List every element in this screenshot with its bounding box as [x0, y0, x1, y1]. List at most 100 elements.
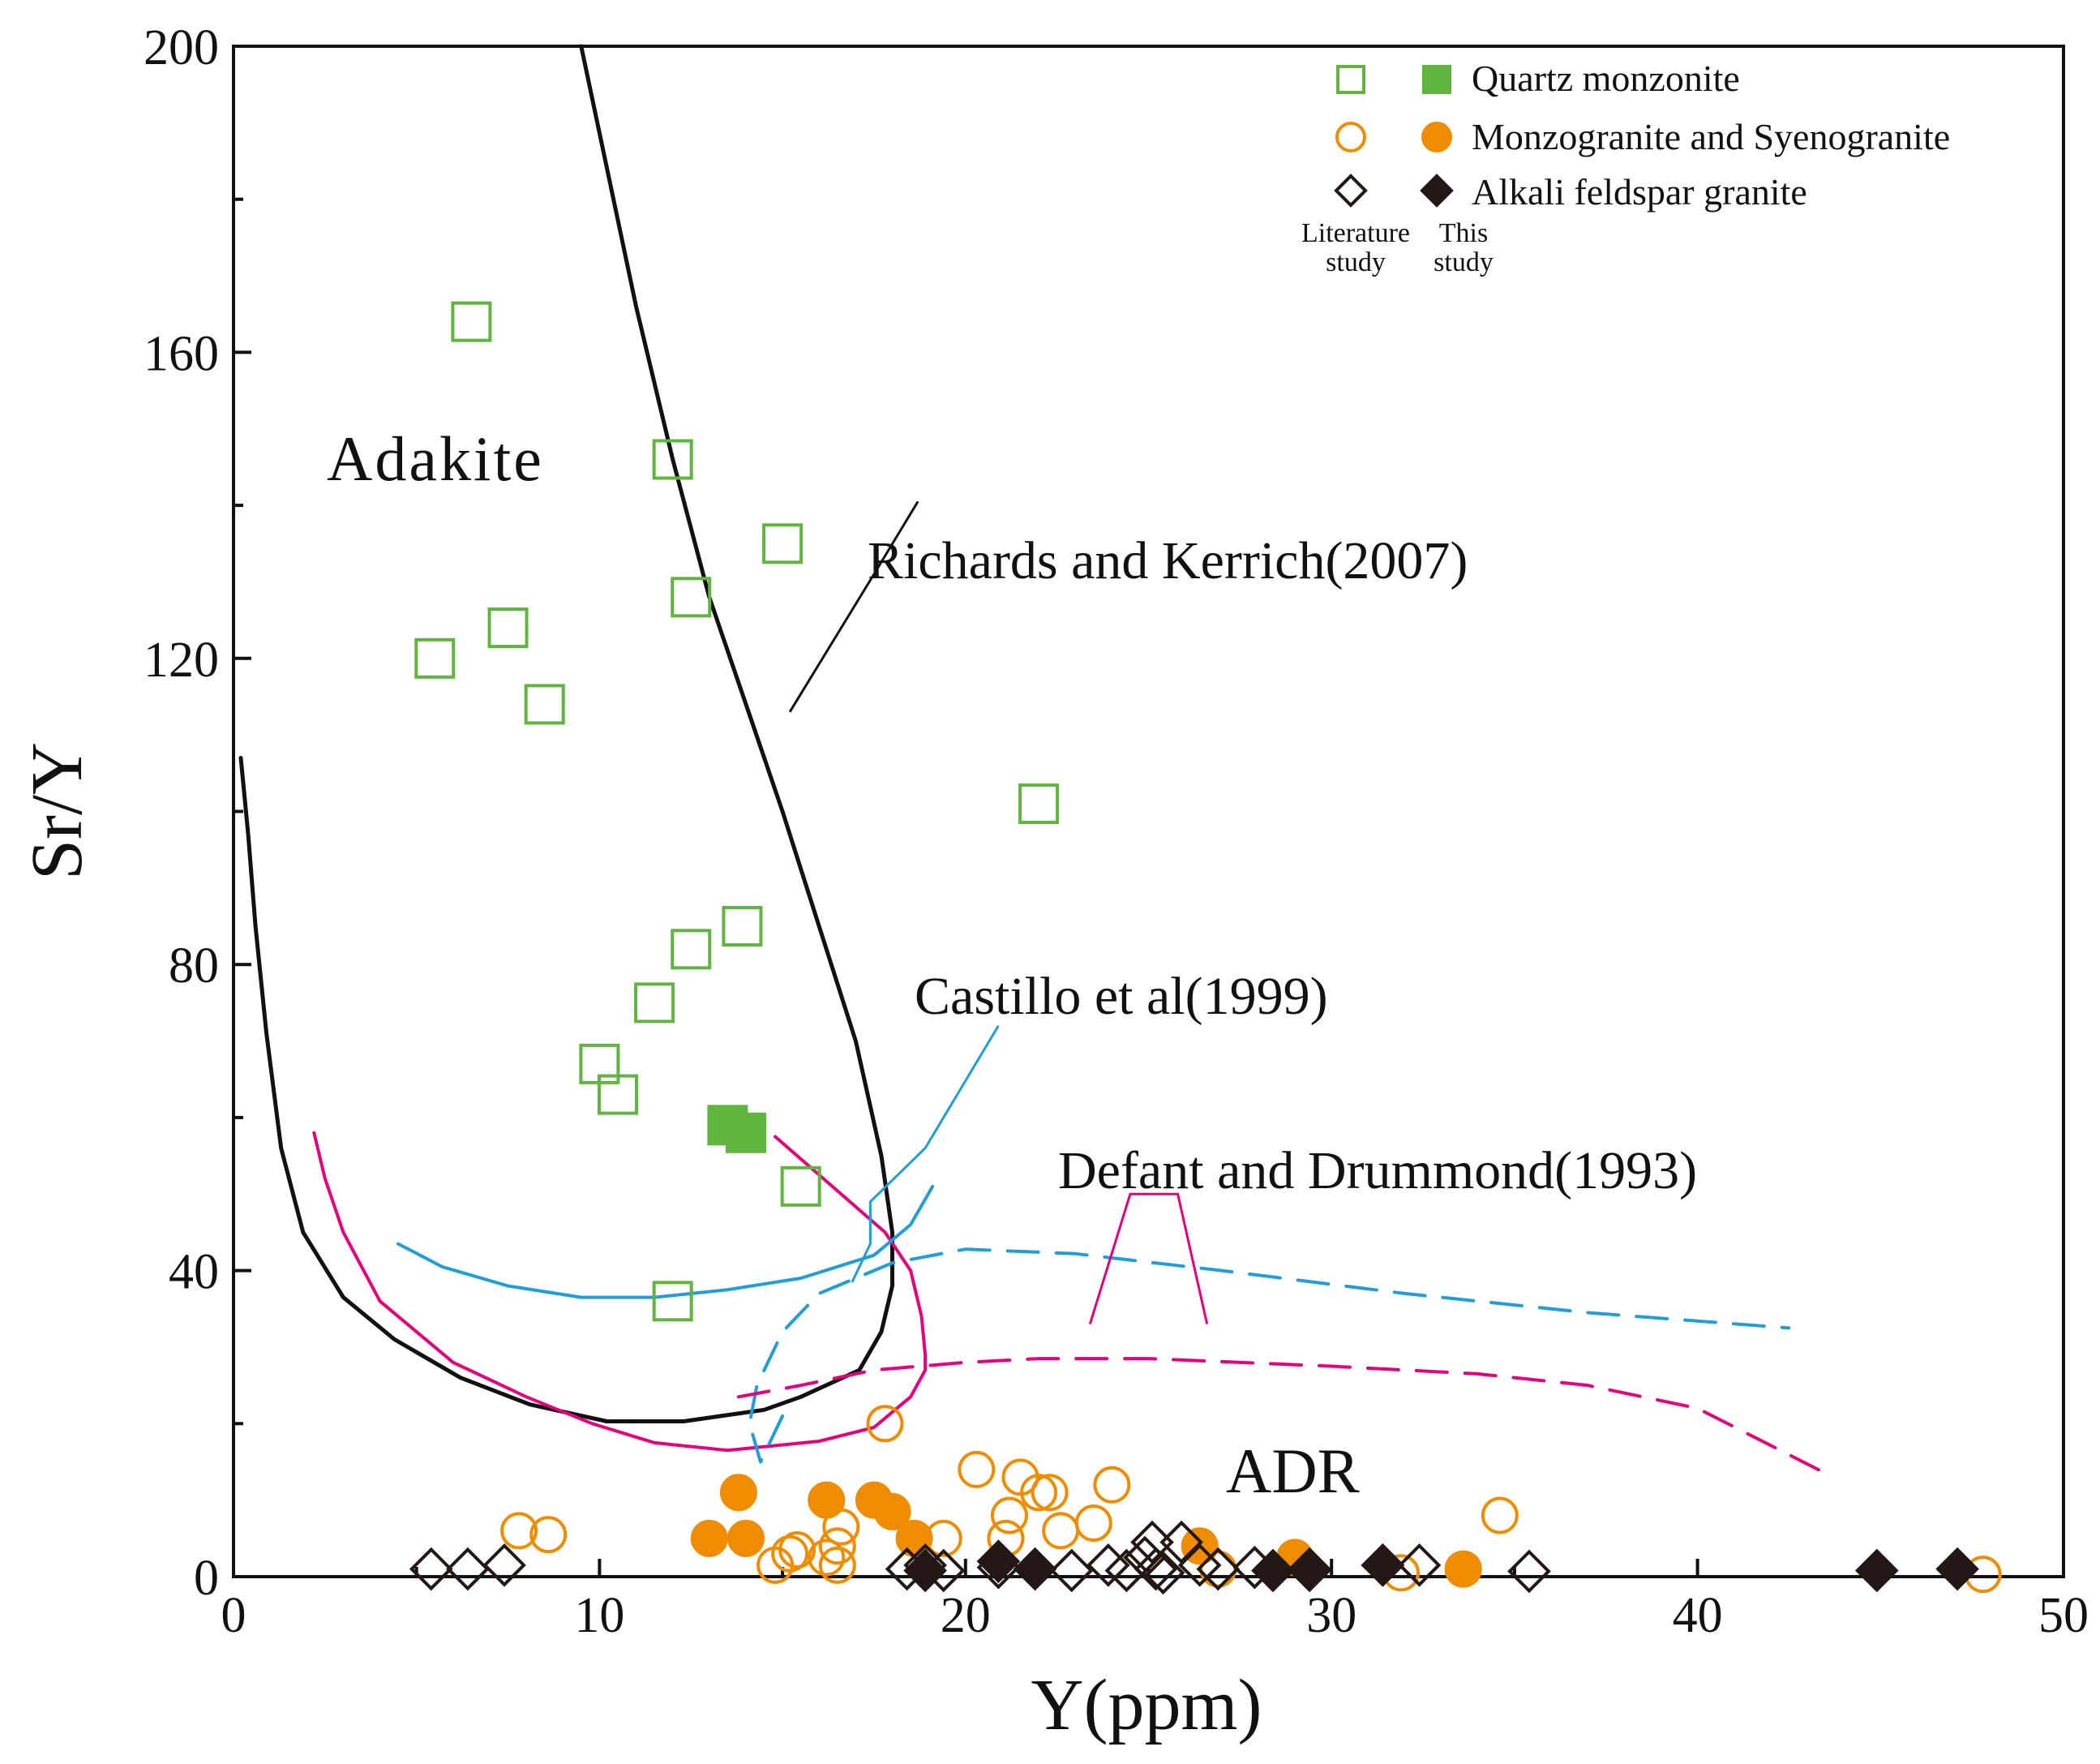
data-point-diamond-this-study — [903, 1548, 947, 1593]
data-point-circle-literature — [1031, 1474, 1069, 1512]
legend-quartz-monzonite-literature-marker — [1336, 65, 1365, 94]
y-tick-label: 160 — [144, 326, 219, 381]
legend-this-study-column-label-1: This — [1439, 218, 1488, 248]
x-tick-label: 50 — [2038, 1588, 2089, 1643]
plot-frame — [232, 45, 2065, 1578]
data-point-diamond-literature — [1507, 1549, 1551, 1594]
data-point-diamond-literature — [1130, 1520, 1174, 1564]
data-point-diamond-literature — [1049, 1548, 1094, 1593]
data-point-diamond-literature — [446, 1547, 490, 1591]
data-point-diamond-this-study — [1288, 1547, 1331, 1591]
legend-alkali-feldspar-label: Alkali feldspar granite — [1472, 171, 1807, 212]
x-tick-label: 40 — [1673, 1588, 1723, 1643]
data-point-diamond-this-study — [1935, 1547, 1979, 1591]
legend-monzogranite-label: Monzogranite and Syenogranite — [1472, 116, 1950, 157]
richards-kerrich-label: Richards and Kerrich(2007) — [868, 531, 1468, 590]
field-boundaries — [238, 44, 1828, 1475]
y-tick-label: 200 — [144, 20, 219, 75]
data-point-diamond-literature — [482, 1543, 526, 1587]
adakite-field-label: Adakite — [327, 423, 544, 494]
data-point-circle-this-study — [1444, 1550, 1482, 1588]
data-point-circle-literature — [1074, 1504, 1112, 1542]
data-point-diamond-literature — [409, 1547, 453, 1591]
legend-this-study-column-label-2: study — [1434, 247, 1494, 277]
data-point-circle-this-study — [873, 1492, 911, 1530]
defant-outer-boundary-line — [736, 1357, 1828, 1475]
data-points — [409, 301, 2002, 1595]
data-point-diamond-this-study — [1361, 1543, 1405, 1587]
data-point-diamond-literature — [1134, 1547, 1178, 1591]
defant-drummond-label: Defant and Drummond(1993) — [1058, 1141, 1697, 1200]
x-tick-label: 30 — [1306, 1588, 1356, 1643]
x-tick-label: 20 — [941, 1588, 991, 1643]
data-point-square-literature — [524, 684, 565, 725]
richards-boundary-line — [238, 44, 894, 1423]
data-point-square-literature — [487, 607, 529, 649]
y-tick-label: 40 — [169, 1245, 219, 1300]
data-point-circle-this-study — [690, 1519, 728, 1557]
data-point-circle-this-study — [808, 1481, 846, 1519]
axis-ticks: 0 10 20 30 40 50 0 40 80 120 160 200 — [144, 20, 2089, 1643]
data-point-circle-literature — [808, 1539, 846, 1577]
data-point-circle-literature — [818, 1546, 856, 1584]
data-point-circle-literature — [990, 1496, 1028, 1534]
data-point-circle-literature — [529, 1516, 568, 1554]
data-point-square-literature — [722, 906, 763, 947]
legend: Quartz monzonite Monzogranite and Syenog… — [1301, 58, 1950, 277]
data-point-circle-literature — [1042, 1512, 1080, 1550]
data-point-square-literature — [597, 1074, 638, 1115]
defant-inner-boundary-line — [312, 1131, 928, 1453]
data-point-circle-literature — [500, 1512, 538, 1550]
defant-leader-line — [1088, 1192, 1209, 1325]
adr-field-label: ADR — [1226, 1436, 1360, 1506]
legend-literature-column-label-1: Literature — [1301, 218, 1410, 248]
data-point-circle-literature — [958, 1450, 996, 1488]
data-point-square-literature — [1018, 783, 1060, 825]
data-point-circle-literature — [1093, 1466, 1131, 1504]
data-point-diamond-literature — [1141, 1551, 1185, 1595]
data-point-square-literature — [634, 982, 675, 1024]
legend-literature-column-label-2: study — [1326, 247, 1386, 277]
data-point-square-literature — [652, 439, 693, 480]
data-point-diamond-this-study — [1013, 1547, 1057, 1591]
data-point-circle-literature — [1020, 1474, 1058, 1512]
castillo-leader-line — [851, 1024, 1000, 1283]
data-point-circle-literature — [778, 1530, 816, 1569]
data-point-diamond-literature — [1196, 1547, 1241, 1591]
y-tick-label: 80 — [169, 938, 219, 994]
data-point-square-this-study — [725, 1112, 766, 1153]
data-point-square-literature — [414, 637, 456, 679]
data-point-diamond-literature — [1159, 1520, 1203, 1564]
legend-alkali-feldspar-this-study-marker — [1420, 174, 1454, 208]
data-point-diamond-this-study — [1854, 1548, 1899, 1593]
x-axis-title: Y(ppm) — [1031, 1665, 1262, 1745]
y-tick-label: 0 — [194, 1551, 219, 1606]
castillo-outer-boundary-line — [748, 1247, 1791, 1464]
data-point-square-literature — [451, 301, 492, 342]
data-point-diamond-literature — [1086, 1543, 1130, 1587]
y-tick-label: 120 — [144, 633, 219, 688]
data-point-square-literature — [762, 523, 804, 564]
data-point-square-literature — [671, 929, 712, 970]
legend-alkali-feldspar-literature-marker — [1334, 174, 1368, 208]
legend-monzogranite-literature-marker — [1335, 122, 1366, 152]
data-point-diamond-literature — [1397, 1543, 1442, 1587]
data-point-circle-literature — [818, 1527, 856, 1565]
castillo-label: Castillo et al(1999) — [915, 967, 1328, 1026]
legend-monzogranite-this-study-marker — [1421, 122, 1452, 152]
data-point-circle-literature — [866, 1405, 904, 1443]
data-point-diamond-this-study — [976, 1539, 1021, 1583]
data-point-diamond-literature — [1177, 1543, 1222, 1587]
data-point-square-literature — [652, 1281, 693, 1322]
y-axis-title: Sr/Y — [17, 742, 97, 880]
data-point-square-literature — [780, 1165, 821, 1207]
data-point-square-literature — [671, 577, 712, 618]
legend-quartz-monzonite-this-study-marker — [1422, 65, 1451, 94]
data-point-circle-literature — [1481, 1496, 1519, 1534]
richards-leader-line — [788, 500, 919, 713]
annotation-leaders — [788, 500, 1209, 1325]
x-tick-label: 0 — [221, 1588, 246, 1643]
data-point-circle-literature — [771, 1534, 809, 1573]
data-point-diamond-this-study — [1251, 1548, 1295, 1593]
